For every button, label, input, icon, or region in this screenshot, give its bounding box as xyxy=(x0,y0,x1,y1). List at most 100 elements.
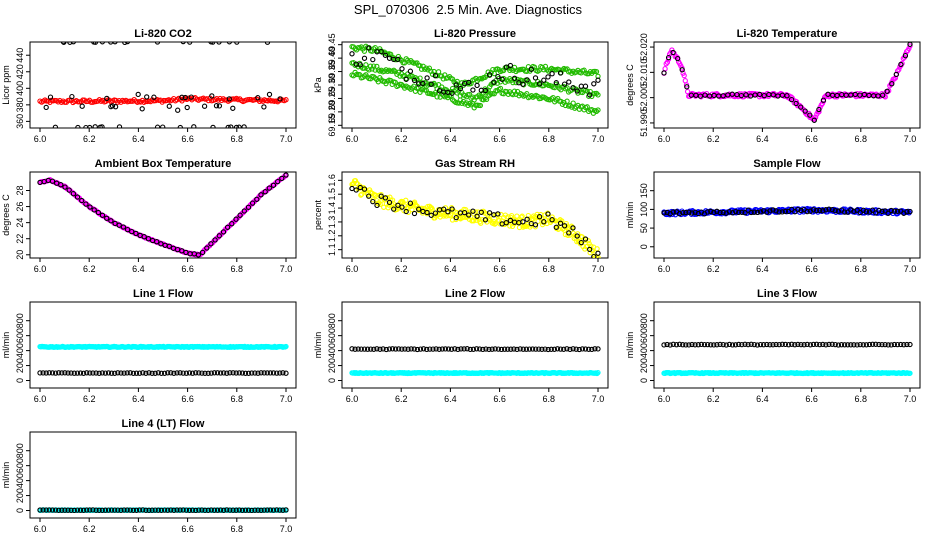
data-point xyxy=(757,341,764,348)
data-point xyxy=(835,208,842,214)
data-point xyxy=(258,507,264,513)
data-point xyxy=(208,241,214,247)
data-point xyxy=(820,341,826,348)
data-point xyxy=(102,507,109,513)
panel-title: Sample Flow xyxy=(753,158,821,170)
data-point xyxy=(802,108,808,114)
data-point xyxy=(405,346,411,352)
data-point xyxy=(507,217,514,224)
x-tick-label: 6.8 xyxy=(855,394,868,404)
panel-title: Line 2 Flow xyxy=(445,288,505,300)
data-point xyxy=(720,209,726,216)
data-point xyxy=(116,222,122,228)
data-point xyxy=(854,342,860,348)
data-point xyxy=(684,84,690,90)
series-pressure-band-C xyxy=(349,69,601,116)
data-point xyxy=(564,346,570,352)
x-tick-label: 7.0 xyxy=(280,394,293,404)
data-point xyxy=(226,96,232,102)
data-point xyxy=(820,208,826,214)
y-tick-label: 1.2 xyxy=(327,230,337,243)
data-point xyxy=(403,76,409,82)
y-tick-label: 52.000 xyxy=(639,84,649,112)
data-point xyxy=(370,56,376,63)
y-tick-label: 69.40 xyxy=(327,47,337,70)
data-point xyxy=(432,89,439,96)
x-tick-label: 6.4 xyxy=(132,134,145,144)
data-point xyxy=(904,341,910,348)
data-point xyxy=(776,341,782,348)
panel-title: Li-820 Pressure xyxy=(434,28,516,40)
data-point xyxy=(104,95,110,102)
data-point xyxy=(683,209,689,216)
data-point xyxy=(68,507,74,513)
y-tick-label: 24 xyxy=(15,218,25,228)
x-tick-label: 6.2 xyxy=(395,134,408,144)
x-tick-label: 7.0 xyxy=(280,264,293,274)
data-point xyxy=(59,370,65,376)
x-tick-label: 6.6 xyxy=(805,264,818,274)
data-point xyxy=(74,507,81,513)
data-point xyxy=(184,104,190,111)
data-point xyxy=(587,92,593,98)
data-point xyxy=(377,346,383,352)
panel-line1: Line 1 Flow ml/min 6.0 6.2 6.4 6.6 6.8 7.0 0 2004… xyxy=(1,288,297,404)
data-point xyxy=(274,507,280,513)
data-point xyxy=(533,346,539,352)
data-point xyxy=(885,342,891,348)
data-point xyxy=(561,81,568,87)
data-point xyxy=(277,507,283,513)
plot-frame xyxy=(341,171,609,259)
data-point xyxy=(175,107,181,113)
data-point xyxy=(553,224,559,230)
data-point xyxy=(757,91,763,98)
y-tick-label: 150 xyxy=(639,183,649,198)
data-point xyxy=(587,246,593,253)
data-point xyxy=(541,219,547,225)
data-point xyxy=(217,507,224,513)
data-point xyxy=(166,103,172,109)
data-point xyxy=(266,91,273,98)
data-point xyxy=(383,200,390,207)
x-tick-label: 6.0 xyxy=(34,524,47,534)
data-point xyxy=(524,216,530,222)
data-point xyxy=(108,103,114,110)
data-point xyxy=(143,507,149,513)
x-tick-label: 6.4 xyxy=(132,394,145,404)
series-line1-low xyxy=(37,370,289,376)
data-point xyxy=(407,68,414,74)
data-point xyxy=(79,197,85,204)
data-point xyxy=(698,341,705,348)
panel-ambient: Ambient Box Temperature degrees C 6.0 6.2 6.… xyxy=(1,158,297,274)
data-point xyxy=(684,88,691,95)
data-point xyxy=(453,82,459,88)
data-point xyxy=(680,209,686,216)
data-point xyxy=(795,206,801,213)
data-point xyxy=(233,216,239,222)
data-point xyxy=(212,237,218,243)
data-point xyxy=(726,209,733,215)
data-point xyxy=(820,97,827,103)
data-point xyxy=(582,83,589,89)
data-point xyxy=(524,77,530,83)
data-point xyxy=(155,370,161,376)
data-point xyxy=(524,68,530,74)
data-point xyxy=(907,208,913,215)
data-point xyxy=(193,507,199,514)
data-point xyxy=(736,209,742,216)
data-point xyxy=(845,342,851,348)
data-point xyxy=(154,239,160,245)
data-point xyxy=(511,346,517,352)
data-point xyxy=(428,212,434,218)
y-tick-label: 800 xyxy=(15,443,25,458)
x-tick-label: 7.0 xyxy=(904,264,917,274)
data-point xyxy=(595,92,601,98)
data-point xyxy=(177,507,183,513)
data-point xyxy=(804,341,810,348)
y-tick-label: 100 xyxy=(639,202,649,217)
data-point xyxy=(681,72,687,79)
x-tick-label: 7.0 xyxy=(592,134,605,144)
data-point xyxy=(589,346,595,353)
data-point xyxy=(788,96,795,103)
data-point xyxy=(823,207,829,213)
